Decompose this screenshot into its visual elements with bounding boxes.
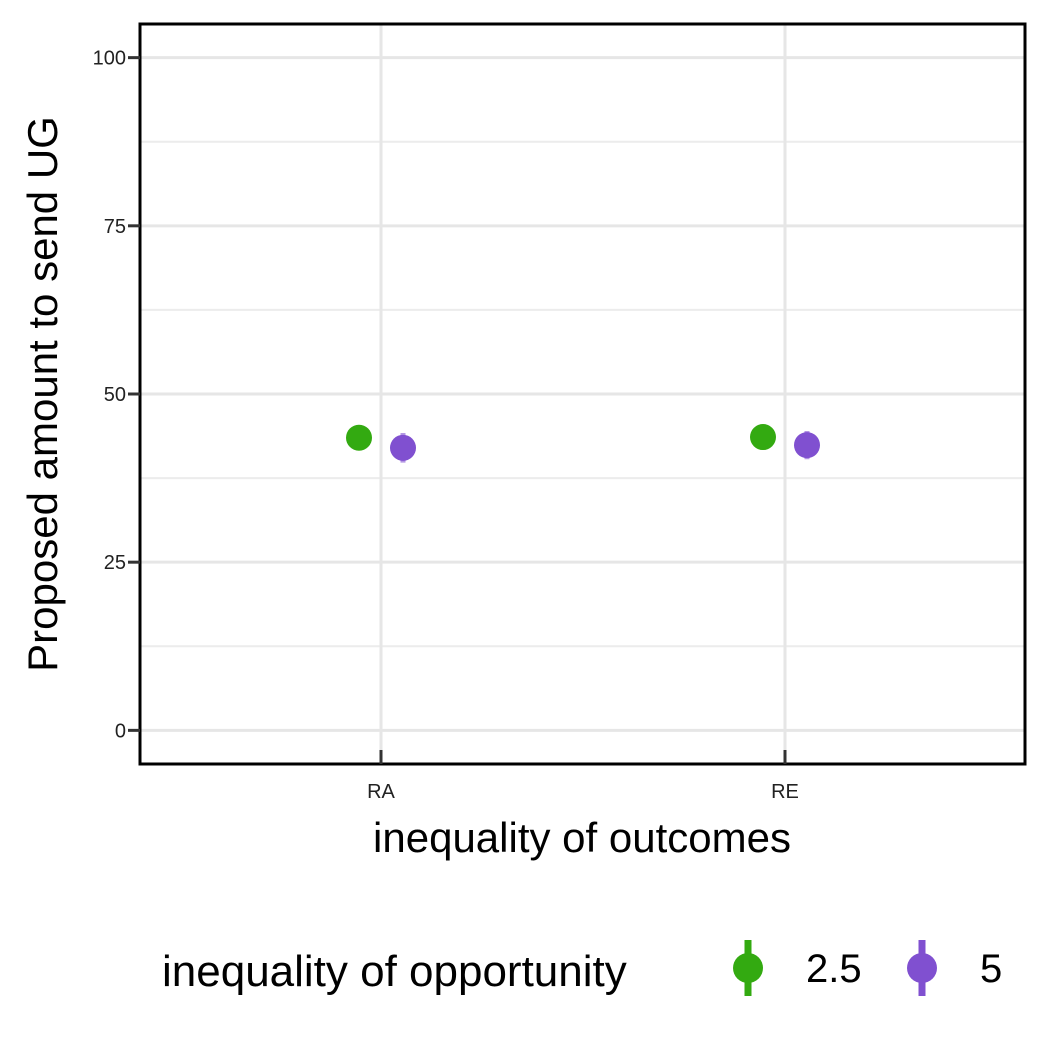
legend-label: 5: [980, 947, 1002, 991]
legend: inequality of opportunity 2.5 5: [162, 940, 1002, 996]
legend-key-point: [733, 953, 763, 983]
x-tick-label: RE: [771, 781, 799, 803]
y-tick-label: 75: [104, 216, 126, 238]
y-tick-label: 25: [104, 552, 126, 574]
y-axis-title: Proposed amount to send UG: [19, 116, 66, 672]
y-tick-label: 50: [104, 384, 126, 406]
data-point: [794, 432, 820, 459]
legend-title: inequality of opportunity: [162, 947, 627, 996]
x-axis: RA RE: [367, 750, 799, 803]
data-marks: [346, 424, 820, 463]
minor-gridlines: [140, 140, 1025, 648]
major-gridlines: [140, 24, 1025, 764]
x-axis-title: inequality of outcomes: [373, 814, 791, 861]
y-tick-label: 100: [93, 48, 126, 70]
data-point: [390, 434, 416, 461]
legend-items: 2.5 5: [733, 940, 1002, 996]
y-tick-label: 0: [115, 720, 126, 742]
legend-key-point: [907, 953, 937, 983]
data-point: [750, 424, 776, 451]
x-tick-label: RA: [367, 781, 395, 803]
data-point: [346, 424, 372, 451]
y-axis: 0 25 50 75 100: [93, 48, 140, 742]
legend-label: 2.5: [806, 947, 862, 991]
